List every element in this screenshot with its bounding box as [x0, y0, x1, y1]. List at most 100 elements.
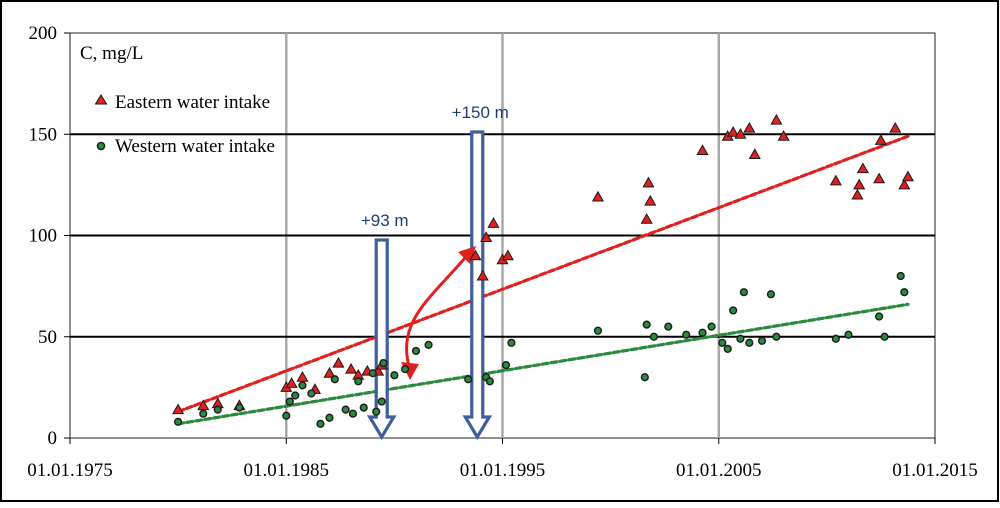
- points-layer: [172, 113, 914, 428]
- western-point: [900, 288, 909, 297]
- eastern-point: [345, 362, 358, 374]
- western-point: [298, 381, 307, 390]
- western-point: [698, 328, 707, 337]
- western-point: [174, 417, 183, 426]
- eastern-point: [898, 178, 911, 190]
- eastern-point: [285, 377, 298, 388]
- western-point: [285, 397, 294, 406]
- western-point: [745, 338, 754, 347]
- eastern-point: [323, 366, 336, 378]
- eastern-point: [480, 231, 493, 243]
- western-point: [831, 334, 840, 343]
- x-tick-label: 01.01.1985: [244, 460, 330, 481]
- western-point: [501, 361, 511, 370]
- annotation-arrows: +93 m +150 m: [361, 103, 509, 441]
- western-point: [307, 389, 316, 398]
- eastern-point: [197, 399, 210, 411]
- western-point: [464, 375, 473, 384]
- western-point: [359, 403, 368, 412]
- legend-marker-western: [96, 141, 106, 151]
- eastern-point: [644, 194, 657, 206]
- y-tick-label: 50: [38, 327, 57, 348]
- eastern-point: [642, 176, 655, 188]
- drawdown-arrow: [462, 130, 493, 441]
- western-point: [739, 288, 748, 297]
- western-point: [390, 371, 399, 380]
- western-point: [875, 312, 884, 321]
- western-point: [664, 322, 673, 331]
- eastern-point: [901, 170, 914, 182]
- eastern-point: [296, 371, 309, 382]
- western-point: [723, 344, 732, 354]
- western-point: [896, 271, 905, 281]
- legend-marker-eastern: [94, 94, 108, 105]
- western-point: [682, 330, 691, 339]
- western-point: [424, 340, 433, 349]
- western-point: [411, 346, 421, 356]
- western-point: [485, 377, 494, 386]
- eastern-point: [748, 148, 761, 159]
- western-point: [844, 330, 853, 339]
- arrow-label: +93 m: [361, 211, 409, 230]
- western-point: [707, 322, 716, 331]
- grid-layer: [70, 33, 935, 438]
- western-point: [757, 336, 767, 345]
- western-point: [316, 419, 325, 428]
- eastern-point: [696, 144, 709, 155]
- western-point: [718, 338, 727, 347]
- x-tick-label: 01.01.1995: [460, 460, 546, 481]
- axis-layer: 01.01.1975 01.01.1985 01.01.1995 01.01.2005…: [27, 23, 978, 481]
- western-point: [354, 377, 363, 386]
- eastern-point: [591, 190, 604, 202]
- western-point: [213, 405, 222, 414]
- western-point: [348, 409, 358, 418]
- eastern-point: [487, 217, 500, 228]
- western-point: [772, 332, 781, 341]
- x-tick-label: 01.01.2005: [676, 460, 762, 481]
- western-point: [368, 369, 377, 378]
- trend-layer: [176, 134, 910, 426]
- western-point: [880, 332, 889, 341]
- western-point: [766, 290, 776, 299]
- x-tick-label: 01.01.1975: [27, 460, 113, 481]
- legend: C, mg/L Eastern water intake Western wat…: [80, 43, 275, 157]
- trend-line-eastern: [176, 134, 910, 414]
- eastern-point: [856, 162, 869, 174]
- eastern-point: [829, 174, 842, 186]
- legend-label-eastern: Eastern water intake: [115, 92, 270, 113]
- western-point: [282, 411, 291, 420]
- eastern-point: [476, 269, 489, 281]
- eastern-point: [851, 188, 864, 200]
- y-tick-label: 0: [48, 428, 58, 449]
- eastern-point: [172, 403, 185, 415]
- western-point: [593, 326, 603, 335]
- eastern-point: [501, 249, 514, 261]
- eastern-point: [332, 356, 345, 368]
- western-point: [640, 373, 649, 382]
- y-tick-label: 200: [29, 23, 58, 44]
- western-point: [379, 358, 388, 368]
- drawdown-arrow: [366, 238, 397, 441]
- eastern-point: [873, 172, 886, 184]
- eastern-point: [469, 249, 482, 261]
- eastern-point: [743, 121, 756, 133]
- western-point: [642, 320, 651, 329]
- eastern-point: [777, 130, 790, 141]
- y-tick-label: 100: [29, 226, 58, 247]
- connector-curve: [405, 251, 472, 371]
- western-point: [507, 338, 516, 347]
- western-point: [199, 409, 208, 418]
- western-point: [736, 334, 745, 343]
- eastern-point: [734, 128, 747, 139]
- eastern-point: [874, 134, 887, 145]
- western-point: [341, 405, 350, 414]
- western-point: [330, 375, 339, 384]
- eastern-point: [727, 126, 740, 137]
- eastern-point: [853, 178, 866, 190]
- legend-label-western: Western water intake: [115, 136, 275, 157]
- y-axis-label: C, mg/L: [80, 43, 143, 64]
- arrow-label: +150 m: [452, 103, 509, 122]
- western-point: [377, 397, 386, 406]
